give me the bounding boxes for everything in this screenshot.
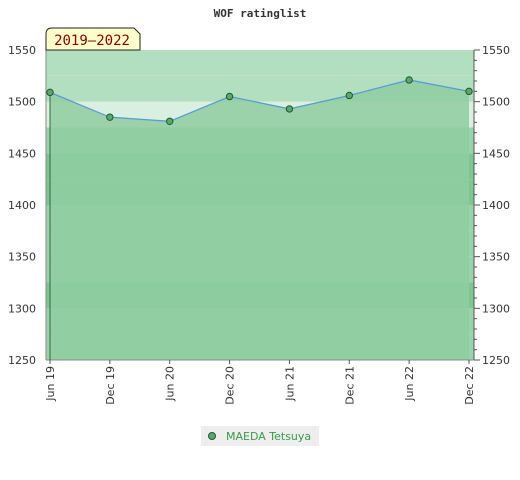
y-tick-label-left: 1300 bbox=[8, 302, 36, 315]
data-points bbox=[46, 76, 473, 126]
x-tick-label: Jun 19 bbox=[44, 366, 57, 402]
data-point[interactable] bbox=[225, 92, 234, 101]
x-tick-label: Jun 22 bbox=[403, 366, 416, 402]
y-tick-label-right: 1250 bbox=[482, 354, 510, 367]
legend[interactable]: MAEDA Tetsuya bbox=[201, 426, 319, 446]
legend-background bbox=[201, 426, 319, 446]
y-tick-label-left: 1500 bbox=[8, 96, 36, 109]
x-axis: Jun 19 Dec 19 Jun 20 Dec 20 Jun 21 Dec 21 Jun … bbox=[44, 360, 476, 405]
y-axis-left: 1250 1300 1350 1400 1450 1500 1550 bbox=[8, 44, 36, 367]
y-tick-label-left: 1400 bbox=[8, 199, 36, 212]
axes bbox=[45, 49, 480, 361]
y-tick-label-right: 1400 bbox=[482, 199, 510, 212]
series-area bbox=[50, 79, 469, 360]
y-axis-right: 1250 1300 1350 1400 1450 1500 1550 bbox=[482, 44, 510, 367]
period-label: 2019–2022 bbox=[45, 27, 141, 51]
y-tick-label-left: 1550 bbox=[8, 44, 36, 57]
x-tick-label: Jun 20 bbox=[164, 366, 177, 402]
legend-series-name: MAEDA Tetsuya bbox=[226, 430, 311, 443]
x-tick-label: Dec 20 bbox=[224, 366, 237, 405]
y-tick-label-left: 1250 bbox=[8, 354, 36, 367]
period-label-box bbox=[45, 27, 141, 51]
series-line bbox=[49, 79, 470, 122]
y-tick-label-right: 1500 bbox=[482, 96, 510, 109]
data-point[interactable] bbox=[166, 117, 174, 126]
y-tick-label-right: 1350 bbox=[482, 251, 510, 264]
y-tick-label-right: 1300 bbox=[482, 302, 510, 315]
rating-area bbox=[49, 79, 470, 360]
data-point[interactable] bbox=[285, 105, 294, 113]
chart-title: WOF ratinglist bbox=[214, 7, 307, 20]
data-point[interactable] bbox=[106, 113, 114, 121]
x-tick-label: Dec 22 bbox=[463, 366, 476, 405]
x-tick-label: Jun 21 bbox=[283, 366, 296, 402]
y-tick-label-left: 1450 bbox=[8, 147, 36, 160]
x-tick-label: Dec 19 bbox=[104, 366, 117, 405]
x-tick-label: Dec 21 bbox=[343, 366, 356, 405]
background-band bbox=[46, 50, 474, 76]
legend-marker-icon bbox=[208, 432, 216, 440]
data-point[interactable] bbox=[345, 91, 353, 100]
period-label-text: 2019–2022 bbox=[54, 33, 130, 49]
data-point[interactable] bbox=[405, 76, 413, 84]
y-tick-label-left: 1350 bbox=[8, 251, 36, 264]
data-point[interactable] bbox=[46, 88, 54, 97]
y-tick-label-right: 1450 bbox=[482, 147, 510, 160]
y-tick-label-right: 1550 bbox=[482, 44, 510, 57]
data-point[interactable] bbox=[465, 87, 473, 96]
